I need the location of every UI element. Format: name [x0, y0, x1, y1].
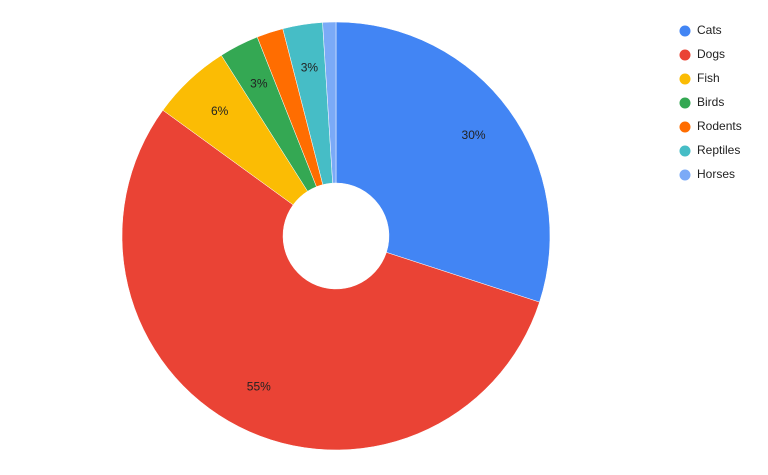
legend-swatch [679, 73, 691, 85]
legend-label: Fish [697, 71, 720, 85]
slice-label: 3% [250, 77, 268, 91]
legend-label: Reptiles [697, 143, 740, 157]
legend-label: Horses [697, 167, 735, 181]
legend-label: Rodents [697, 119, 742, 133]
legend-swatch [679, 49, 691, 61]
legend-label: Dogs [697, 47, 725, 61]
legend-swatch [679, 169, 691, 181]
legend-swatch [679, 121, 691, 133]
donut-slice [322, 21, 337, 184]
donut-slice [121, 109, 540, 451]
legend-swatch [679, 25, 691, 37]
donut-slice [335, 21, 551, 303]
legend-label: Cats [697, 23, 722, 37]
slice-label: 55% [247, 380, 271, 394]
slice-label: 6% [211, 104, 229, 118]
legend-swatch [679, 97, 691, 109]
legend-swatch [679, 145, 691, 157]
slice-label: 3% [301, 60, 319, 74]
slice-label: 30% [462, 128, 486, 142]
legend-label: Birds [697, 95, 724, 109]
